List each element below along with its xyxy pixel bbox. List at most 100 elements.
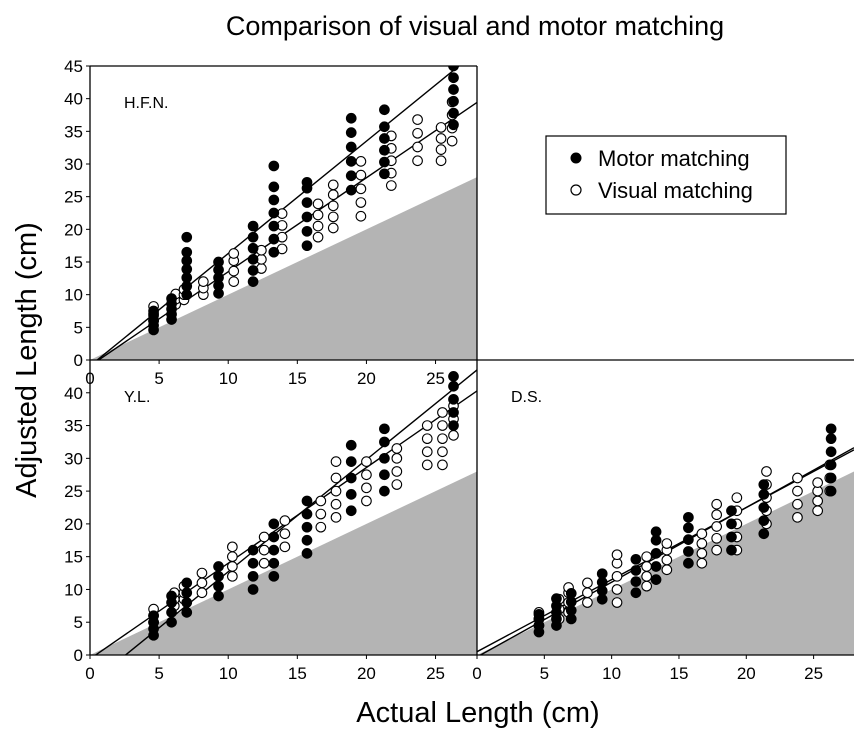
visual-point bbox=[330, 485, 342, 497]
motor-point bbox=[247, 231, 259, 243]
motor-point bbox=[247, 254, 259, 265]
y-tick-label: 45 bbox=[64, 57, 83, 76]
visual-point bbox=[711, 544, 723, 556]
visual-point bbox=[582, 587, 593, 599]
x-tick-label: 15 bbox=[288, 664, 307, 683]
motor-point bbox=[448, 407, 459, 418]
visual-point bbox=[312, 231, 324, 243]
chart-title: Comparison of visual and motor matching bbox=[226, 11, 724, 41]
shaded-region bbox=[90, 471, 477, 655]
visual-point bbox=[731, 492, 743, 504]
motor-point bbox=[448, 393, 459, 405]
visual-point bbox=[421, 420, 433, 431]
motor-point bbox=[301, 240, 313, 252]
motor-point bbox=[345, 112, 357, 124]
motor-point bbox=[448, 420, 459, 431]
visual-point bbox=[812, 477, 823, 488]
y-tick-label: 15 bbox=[64, 548, 83, 567]
visual-point bbox=[696, 548, 708, 559]
visual-point bbox=[228, 276, 240, 287]
motor-point bbox=[825, 485, 837, 497]
legend-box bbox=[545, 135, 787, 215]
motor-point bbox=[301, 521, 313, 533]
motor-point bbox=[758, 502, 770, 513]
visual-point bbox=[327, 179, 339, 191]
motor-point bbox=[181, 607, 193, 618]
panels-layer: H.F.N. 0 5 10 15 20 25 0 5 10 15 20 25 30 35 40 45 Y.L. 0 5… bbox=[64, 57, 854, 683]
visual-point bbox=[279, 541, 291, 553]
panel-label: Y.L. bbox=[124, 389, 150, 406]
motor-point bbox=[630, 576, 642, 587]
y-tick-label: 0 bbox=[74, 351, 83, 370]
visual-point bbox=[435, 133, 447, 144]
visual-point bbox=[412, 141, 423, 153]
visual-point bbox=[315, 521, 327, 533]
visual-point bbox=[611, 584, 623, 595]
visual-point bbox=[711, 532, 723, 544]
x-tick-label: 10 bbox=[219, 369, 238, 388]
motor-point bbox=[630, 553, 642, 565]
motor-point bbox=[565, 588, 577, 599]
motor-point bbox=[345, 505, 357, 517]
x-tick-label: 20 bbox=[737, 664, 756, 683]
motor-point bbox=[345, 184, 357, 196]
motor-point bbox=[301, 548, 313, 559]
y-tick-label: 35 bbox=[64, 122, 83, 141]
visual-point bbox=[330, 511, 342, 523]
panel-ds: D.S. 0 5 10 15 20 25 bbox=[472, 389, 854, 683]
x-axis-title: Actual Length (cm) bbox=[356, 697, 599, 729]
visual-point bbox=[391, 443, 403, 454]
motor-point bbox=[650, 526, 662, 538]
motor-point bbox=[268, 220, 280, 232]
motor-point bbox=[345, 489, 357, 500]
visual-point bbox=[421, 459, 433, 471]
visual-point bbox=[385, 180, 397, 191]
motor-point bbox=[268, 233, 280, 245]
panel-plot-area bbox=[477, 423, 854, 655]
motor-point bbox=[181, 246, 193, 258]
visual-point bbox=[761, 466, 772, 477]
visual-point bbox=[641, 580, 653, 592]
visual-point bbox=[330, 472, 342, 484]
visual-point bbox=[435, 122, 447, 133]
visual-point bbox=[435, 144, 447, 155]
motor-point bbox=[726, 544, 737, 556]
visual-point bbox=[227, 561, 238, 572]
y-tick-label: 0 bbox=[74, 646, 83, 665]
panel-frames bbox=[89, 65, 854, 656]
legend-marker-visual bbox=[570, 184, 582, 196]
motor-point bbox=[247, 570, 259, 582]
x-tick-label: 5 bbox=[540, 664, 549, 683]
motor-point bbox=[650, 548, 662, 559]
visual-point bbox=[437, 446, 448, 458]
visual-point bbox=[391, 479, 403, 490]
motor-point bbox=[345, 456, 357, 467]
panel-plot-area bbox=[90, 66, 477, 360]
motor-point bbox=[247, 544, 259, 556]
visual-point bbox=[228, 265, 240, 277]
visual-point bbox=[312, 209, 324, 221]
y-tick-label: 30 bbox=[64, 449, 83, 468]
x-tick-label: 15 bbox=[670, 664, 689, 683]
visual-point bbox=[611, 549, 623, 561]
visual-point bbox=[412, 127, 423, 139]
legend: Motor matching Visual matching bbox=[545, 135, 787, 215]
motor-point bbox=[825, 423, 837, 435]
y-tick-label: 20 bbox=[64, 515, 83, 534]
visual-point bbox=[279, 515, 291, 526]
motor-point bbox=[448, 84, 459, 95]
visual-point bbox=[361, 482, 372, 494]
x-tick-label: 20 bbox=[357, 664, 376, 683]
visual-point bbox=[437, 407, 448, 418]
motor-point bbox=[268, 518, 280, 530]
panel-label: H.F.N. bbox=[124, 95, 168, 112]
motor-point bbox=[683, 522, 694, 534]
x-tick-label: 20 bbox=[357, 369, 376, 388]
motor-point bbox=[213, 256, 224, 268]
motor-point bbox=[213, 561, 224, 572]
visual-point bbox=[421, 446, 433, 458]
motor-point bbox=[683, 511, 694, 523]
motor-point bbox=[758, 489, 770, 500]
motor-point bbox=[247, 557, 259, 569]
motor-point bbox=[448, 107, 459, 119]
